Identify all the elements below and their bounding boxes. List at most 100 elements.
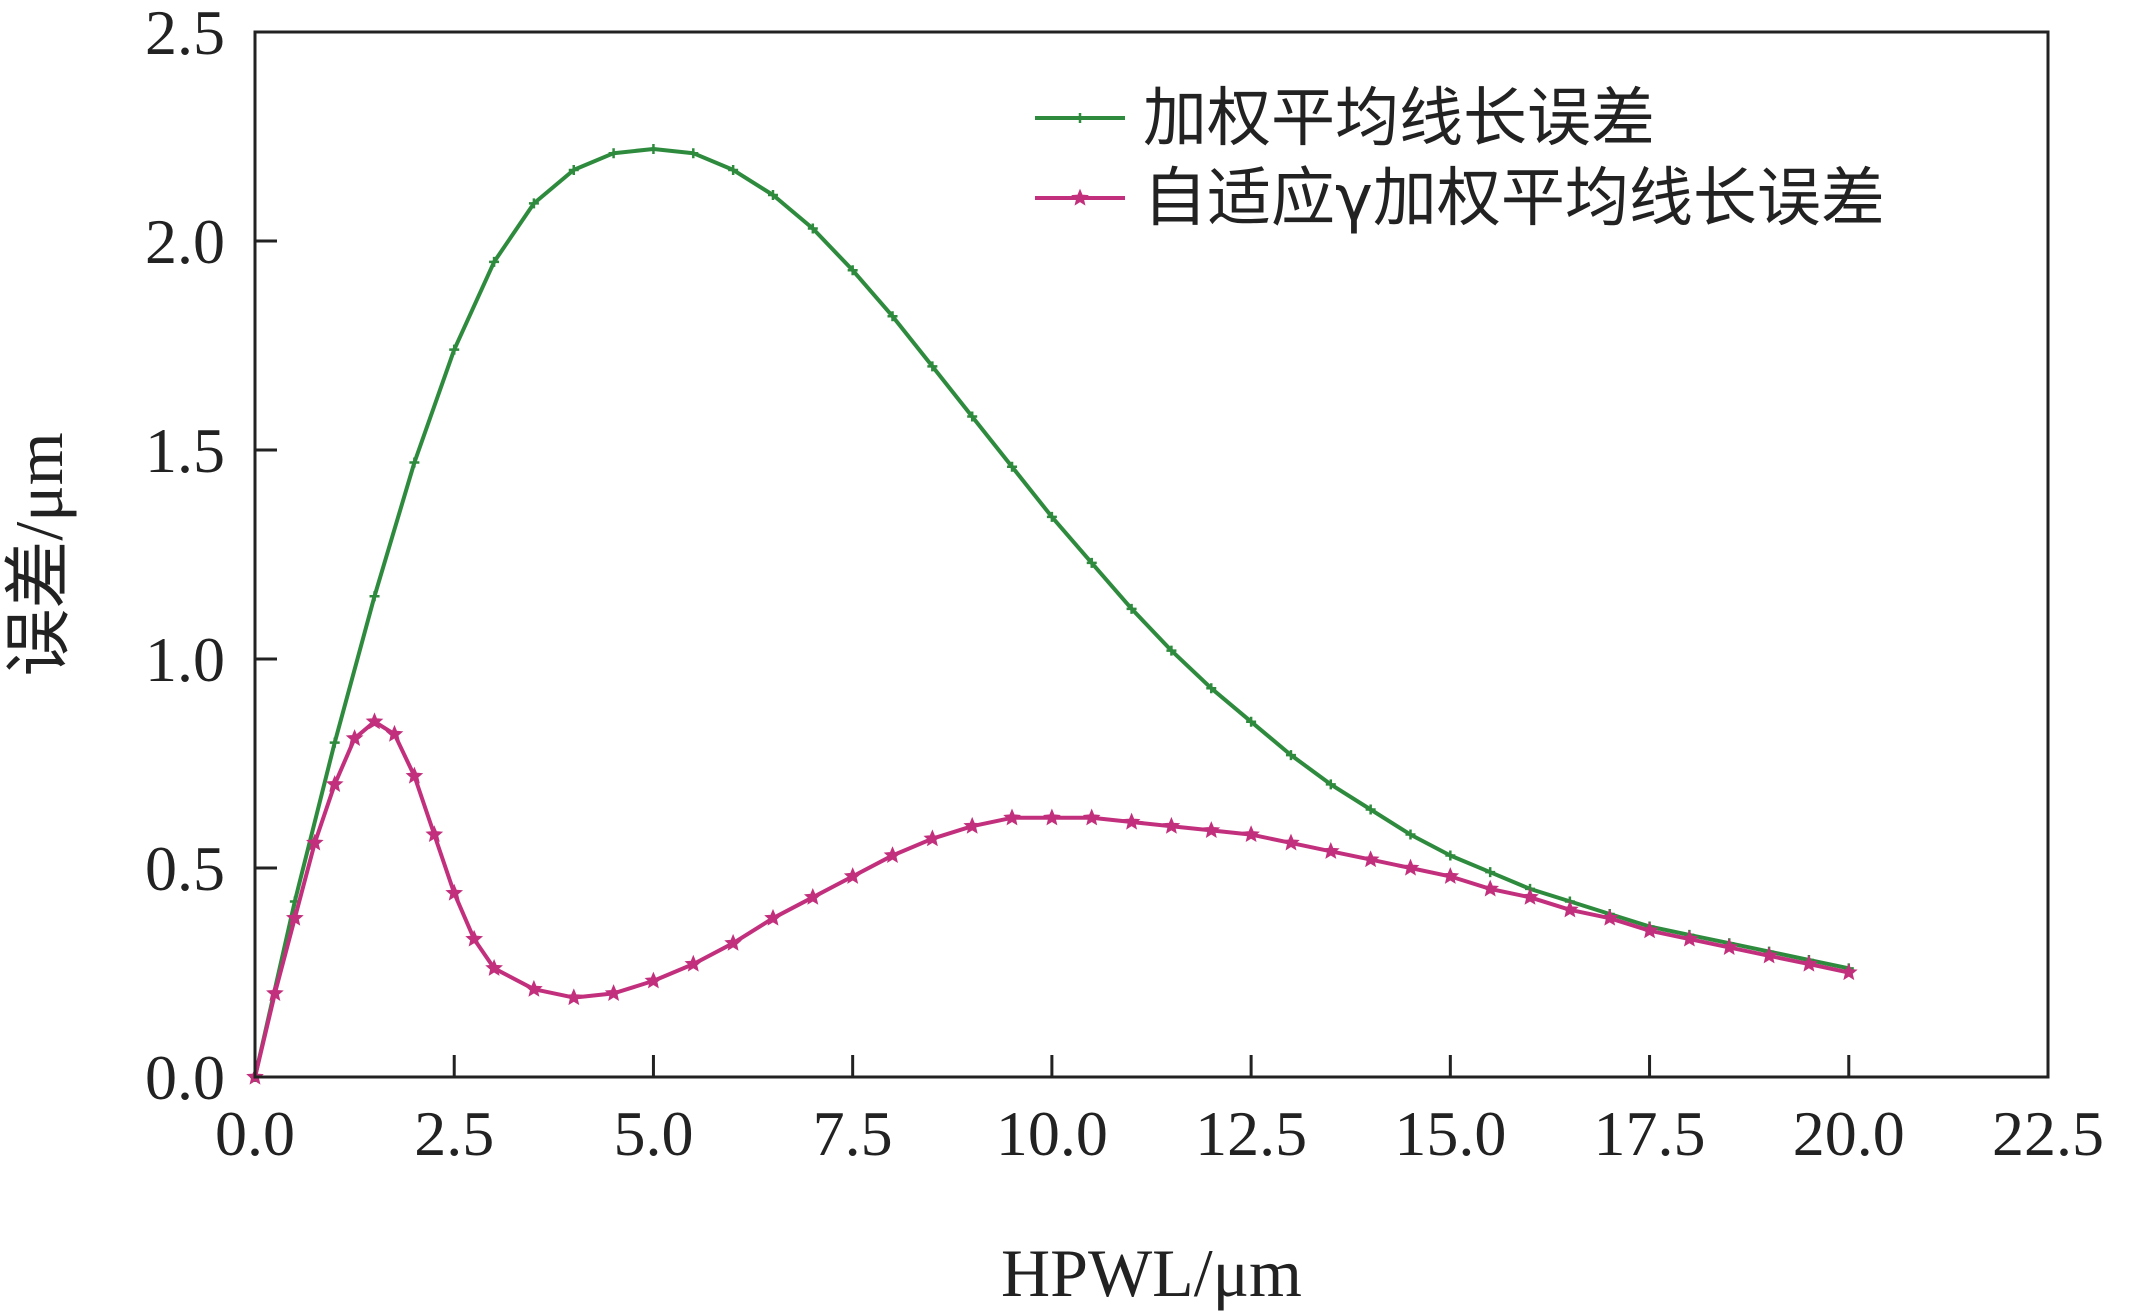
series-2-point [1760,946,1778,964]
series-1-point [1485,867,1496,878]
y-tick-label: 2.0 [145,206,225,277]
series-2-point [684,954,703,972]
series-2-point [385,724,404,742]
ticks-layer: 0.0 2.5 5.0 7.5 10.0 12.5 15.0 17.5 20.0 22.5 0.0 0… [145,0,2104,1169]
series-2-point [644,971,663,989]
series-2-point [525,979,543,997]
legend-label: 加权平均线长误差 [1143,82,1655,156]
series-2-point [1441,867,1460,884]
series-2-point [1720,938,1739,955]
series-2-point [564,988,583,1006]
series-2-point [803,888,822,905]
series-1-point [1285,750,1296,761]
legend-swatch-marker [1075,113,1085,123]
series-1-point [847,265,858,276]
x-tick-label: 0.0 [215,1098,295,1169]
x-axis-title: HPWL/μm [1001,1235,1302,1311]
series-2-point [405,766,424,784]
series-2-point [325,775,344,792]
series-2-point [1680,929,1699,947]
legend-entry-1: 加权平均线长误差 [1035,82,1655,156]
series-1-point [648,144,659,155]
x-tick-label: 2.5 [414,1098,494,1169]
series-2-point [1640,921,1659,939]
series-1-line [253,147,1850,1078]
series-2-point [445,883,464,901]
series-1-point [1445,850,1456,861]
series-2-point [1800,954,1818,972]
series-1-point [1086,557,1097,568]
series-2-point [724,933,742,951]
y-tick-label: 1.0 [145,624,225,695]
series-2-point [1481,879,1500,897]
series-2-point [365,712,384,730]
x-tick-label: 7.5 [813,1098,893,1169]
series-2-point [1162,816,1181,834]
series-2-point [963,816,982,834]
series-2-point [485,958,503,976]
series-1-point [887,311,898,322]
series-1 [250,144,1854,1082]
series-1-point [489,256,500,267]
series-2-point [1202,821,1221,838]
x-tick-label: 15.0 [1394,1098,1506,1169]
series-2-point [1122,812,1141,830]
series-1-point [608,148,619,159]
series-1-point [528,198,539,209]
series-1-point [1365,804,1376,815]
series-2-point [1082,808,1101,826]
x-tick-label: 20.0 [1793,1098,1905,1169]
x-tick-label: 10.0 [996,1098,1108,1169]
series-2-point [285,908,304,926]
series-2-point [604,984,623,1001]
series-2-point [1521,888,1539,905]
series-1-point [1007,461,1018,472]
y-tick-label: 0.5 [145,833,225,904]
series-2 [246,712,1858,1085]
series-2-point [883,846,902,863]
y-tick-label: 2.5 [145,0,225,68]
legend-entry-2: 自适应γ加权平均线长误差 [1035,162,1885,236]
x-tick-label: 5.0 [613,1098,693,1169]
series-1-point [767,190,778,201]
series-1-point [728,164,739,175]
series-1-point [568,164,579,175]
series-1-point [927,361,938,372]
series-2-point [425,825,444,843]
series-1-point [1126,603,1137,614]
series-2-point [465,929,484,947]
series-1-point [1246,716,1257,727]
series-2-point [843,867,862,884]
y-axis-title: 误差/μm [1,432,77,676]
series-1-point [1325,779,1336,790]
series-2-point [1600,908,1619,926]
plot-frame [253,30,2050,1079]
series-1-point [807,223,818,234]
series-1-point [967,411,978,422]
series-2-point [1242,825,1260,843]
x-tick-label: 12.5 [1195,1098,1307,1169]
series-2-point [764,908,782,926]
series-2-point [1839,963,1858,981]
y-tick-label: 0.0 [145,1042,225,1113]
series-2-point [923,829,942,847]
series-2-point [345,729,364,746]
x-tick-label: 17.5 [1594,1098,1706,1169]
series-1-point [449,344,460,355]
series-1-point [1166,645,1177,656]
legend-swatch-marker [1071,188,1089,206]
x-tick-label: 22.5 [1992,1098,2104,1169]
series-2-point [1401,858,1420,876]
series-1-point [369,591,380,602]
series-2-point [1282,833,1300,851]
series-1-point [688,148,699,159]
series-2-point [1003,808,1021,826]
series-2-point [305,833,324,851]
series-2-point [1561,900,1579,918]
series-1-point [1046,511,1057,522]
series-2-point [1321,841,1340,859]
series-2-line [253,719,1850,1078]
series-2-point [266,984,284,1001]
